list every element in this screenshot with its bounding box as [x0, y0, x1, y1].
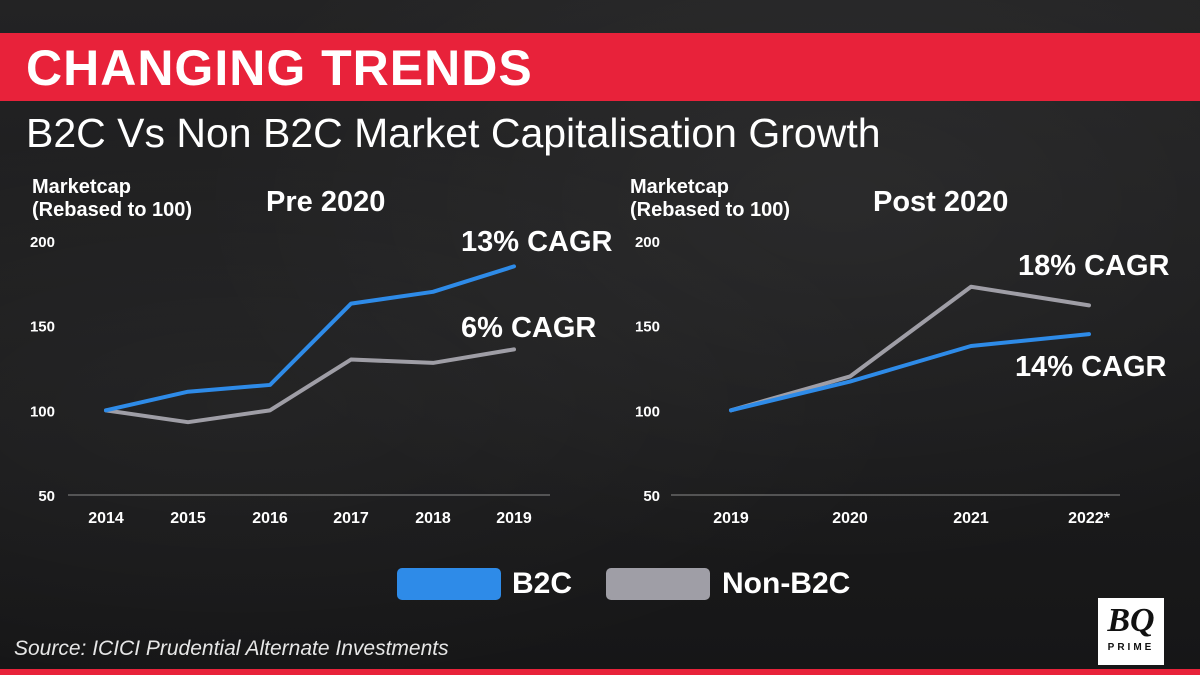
- y-tick-label: 200: [635, 234, 660, 251]
- y-tick-label: 100: [30, 403, 55, 420]
- series-line-non-b2c: [104, 347, 516, 425]
- left-y-axis-label: Marketcap (Rebased to 100): [32, 176, 193, 221]
- legend-label-non-b2c: Non-B2C: [722, 567, 851, 600]
- x-tick-label: 2022*: [1068, 510, 1111, 527]
- bq-prime-logo: BQ PRIME: [1098, 598, 1164, 665]
- y-tick-label: 50: [643, 488, 660, 505]
- logo-mark: BQ: [1107, 602, 1155, 639]
- x-tick-label: 2019: [713, 510, 749, 527]
- left-chart-title: Pre 2020: [266, 186, 386, 218]
- x-tick-label: 2017: [333, 510, 369, 527]
- legend-swatch-non-b2c: [606, 568, 710, 600]
- x-tick-label: 2018: [415, 510, 451, 527]
- right-y-axis-label: Marketcap (Rebased to 100): [630, 176, 791, 221]
- x-tick-label: 2016: [252, 510, 288, 527]
- x-tick-label: 2020: [832, 510, 868, 527]
- logo-word: PRIME: [1107, 642, 1155, 653]
- title-banner: [0, 33, 1200, 101]
- y-tick-label: 200: [30, 234, 55, 251]
- cagr-annotation: 14% CAGR: [1015, 351, 1167, 383]
- legend-swatch-b2c: [397, 568, 501, 600]
- cagr-annotation: 18% CAGR: [1018, 250, 1170, 282]
- page-subtitle: B2C Vs Non B2C Market Capitalisation Gro…: [26, 110, 881, 156]
- series-line-non-b2c: [729, 284, 1091, 413]
- source-note: Source: ICICI Prudential Alternate Inves…: [14, 637, 449, 660]
- bottom-accent-bar: [0, 669, 1200, 675]
- series-line-b2c: [729, 332, 1091, 413]
- legend-label-b2c: B2C: [512, 567, 573, 600]
- chart-pre-2020: 200 150 100 50 2014 2015 2016 2017 2018 2019 13% C…: [30, 226, 613, 527]
- right-chart-title: Post 2020: [873, 186, 1009, 218]
- y-tick-label: 50: [38, 488, 55, 505]
- x-tick-label: 2021: [953, 510, 989, 527]
- cagr-annotation: 6% CAGR: [461, 312, 596, 344]
- x-tick-label: 2019: [496, 510, 532, 527]
- y-tick-label: 100: [635, 403, 660, 420]
- y-tick-label: 150: [635, 319, 660, 336]
- x-tick-label: 2014: [88, 510, 124, 527]
- series-line-b2c: [104, 264, 516, 413]
- page-title: CHANGING TRENDS: [26, 40, 533, 96]
- y-tick-label: 150: [30, 319, 55, 336]
- cagr-annotation: 13% CAGR: [461, 226, 613, 258]
- chart-post-2020: 200 150 100 50 2019 2020 2021 2022* 18% CAGR 14% …: [635, 234, 1170, 527]
- x-tick-label: 2015: [170, 510, 206, 527]
